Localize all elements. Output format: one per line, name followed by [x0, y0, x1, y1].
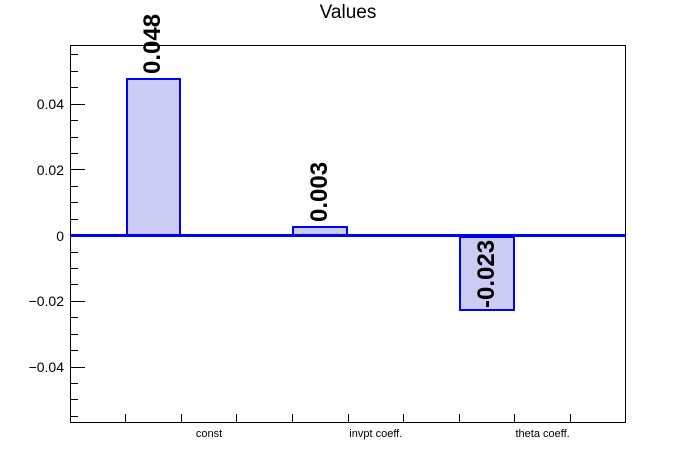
y-major-tick — [70, 300, 85, 302]
y-minor-tick — [70, 268, 78, 269]
y-minor-tick — [70, 350, 78, 352]
chart-title: Values — [319, 2, 377, 23]
y-tick-label: 0 — [56, 227, 64, 244]
bar-value-label: 0.048 — [139, 13, 167, 74]
bar-value-label: -0.023 — [473, 240, 500, 309]
x-tick — [236, 414, 238, 423]
bar — [125, 77, 182, 236]
y-minor-tick — [70, 70, 78, 72]
y-minor-tick — [70, 120, 78, 122]
x-category-label: theta coeff. — [515, 428, 570, 440]
bar-value-label: 0.003 — [306, 161, 334, 222]
y-tick-label: −0.02 — [28, 293, 64, 310]
bar — [459, 235, 515, 312]
y-minor-tick — [70, 185, 78, 187]
x-tick — [514, 414, 516, 423]
y-major-tick — [70, 103, 85, 105]
y-minor-tick — [70, 152, 78, 154]
y-minor-tick — [70, 284, 78, 286]
y-tick-label: 0.02 — [36, 161, 64, 178]
x-tick — [569, 414, 571, 423]
x-tick — [458, 414, 460, 423]
y-major-tick — [70, 169, 85, 171]
y-major-tick — [70, 366, 85, 368]
y-minor-tick — [70, 251, 78, 253]
x-tick — [347, 414, 349, 423]
y-minor-tick — [70, 383, 78, 385]
x-tick — [180, 414, 182, 423]
x-tick — [403, 414, 405, 423]
x-category-label: const — [195, 428, 223, 440]
x-tick — [291, 414, 293, 423]
y-minor-tick — [70, 87, 78, 89]
zero-line — [70, 234, 626, 238]
y-minor-tick — [70, 415, 78, 417]
y-minor-tick — [70, 399, 78, 401]
y-minor-tick — [70, 202, 78, 204]
y-minor-tick — [70, 54, 78, 56]
x-tick — [125, 414, 127, 423]
y-tick-label: 0.04 — [36, 96, 64, 113]
y-minor-tick — [70, 333, 78, 335]
x-category-label: invpt coeff. — [349, 428, 403, 440]
y-minor-tick — [70, 136, 78, 138]
y-minor-tick — [70, 317, 78, 319]
y-minor-tick — [70, 218, 78, 220]
y-tick-label: −0.04 — [28, 359, 64, 376]
